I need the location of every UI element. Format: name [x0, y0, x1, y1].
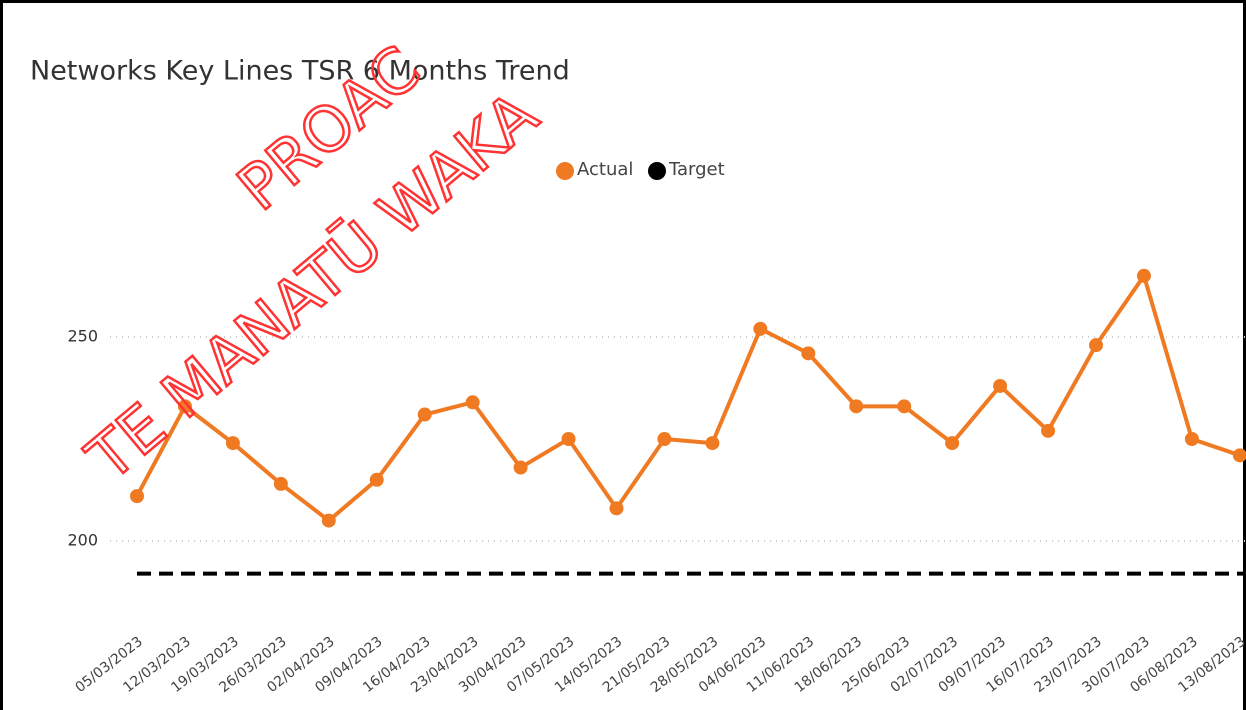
point: [705, 436, 720, 451]
point: [993, 378, 1008, 393]
point: [897, 399, 912, 414]
legend-marker: [648, 162, 666, 180]
point: [945, 436, 960, 451]
point: [417, 407, 432, 422]
point: [177, 399, 192, 414]
y-tick-label: 250: [67, 327, 98, 346]
actual-line: [135, 273, 1241, 523]
point: [513, 460, 528, 475]
point: [369, 472, 384, 487]
point: [1184, 432, 1199, 446]
y-tick-label: 200: [67, 531, 98, 550]
legend-marker: [556, 162, 574, 180]
point: [273, 476, 288, 491]
point: [321, 513, 336, 528]
point: [225, 436, 240, 451]
point: [1041, 423, 1056, 438]
point: [1136, 268, 1151, 283]
point: [465, 395, 480, 410]
point: [1089, 338, 1103, 353]
point: [801, 346, 816, 361]
chart-title: Networks Key Lines TSR 6 Months Trend: [30, 56, 570, 87]
point: [609, 501, 624, 516]
point: [657, 432, 672, 446]
point: [753, 321, 768, 336]
point: [561, 432, 576, 446]
legend-label: Actual: [577, 159, 633, 180]
point: [849, 399, 864, 414]
point: [1232, 448, 1246, 463]
legend-label: Target: [668, 159, 725, 180]
point: [130, 489, 144, 504]
